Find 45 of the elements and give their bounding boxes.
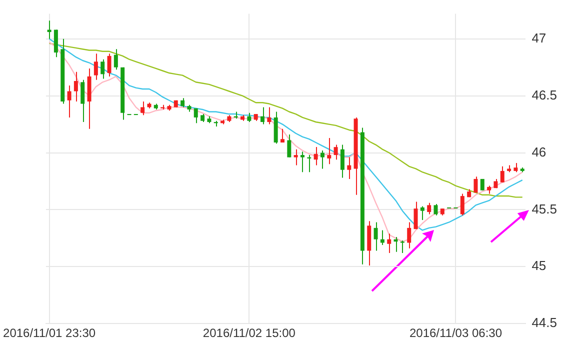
- x-tick-label: 2016/11/02 15:00: [202, 326, 296, 340]
- x-tick-label: 2016/11/01 23:30: [3, 326, 96, 340]
- candlestick: [314, 146, 318, 166]
- candlestick: [334, 144, 338, 160]
- candlestick: [460, 193, 464, 216]
- candlestick: [340, 144, 344, 178]
- y-tick-label: 45.5: [532, 201, 558, 216]
- candlestick: [247, 112, 252, 122]
- y-tick-label: 44.5: [532, 315, 558, 330]
- candlestick: [74, 71, 78, 102]
- y-tick-label: 47: [532, 30, 546, 46]
- candlestick: [407, 222, 412, 249]
- candlestick: [320, 150, 324, 170]
- candlestick: [347, 156, 352, 180]
- candlestick: [427, 202, 432, 215]
- candlestick: [294, 148, 298, 166]
- candlestick: [80, 79, 85, 122]
- candlestick: [434, 204, 438, 216]
- candlestick: [100, 58, 105, 80]
- candlestick: [180, 98, 185, 108]
- candlestick: [260, 106, 265, 125]
- candlestick: [194, 108, 198, 124]
- candlestick: [514, 162, 518, 173]
- candlestick: [47, 20, 52, 40]
- candlestick: [140, 101, 145, 116]
- candlestick: [280, 128, 284, 144]
- candlestick: [114, 48, 118, 70]
- candlestick: [107, 53, 112, 77]
- candlestick: [94, 53, 98, 80]
- candlestick: [267, 106, 272, 125]
- y-tick-label: 46.5: [532, 87, 558, 102]
- candlestick: [300, 151, 304, 173]
- candlestick: [474, 176, 478, 194]
- x-tick-label: 2016/11/03 06:30: [409, 326, 502, 340]
- candlestick: [54, 29, 58, 58]
- candlestick: [500, 166, 504, 183]
- candlestick: [420, 206, 424, 220]
- y-tick-label: 45: [532, 258, 546, 274]
- candlestick: [414, 201, 418, 230]
- candlestick: [387, 233, 392, 254]
- candlestick: [67, 85, 72, 118]
- y-tick-label: 46: [532, 144, 546, 160]
- candlestick: [327, 137, 332, 165]
- candlestick: [287, 134, 292, 158]
- candlestick: [374, 222, 378, 252]
